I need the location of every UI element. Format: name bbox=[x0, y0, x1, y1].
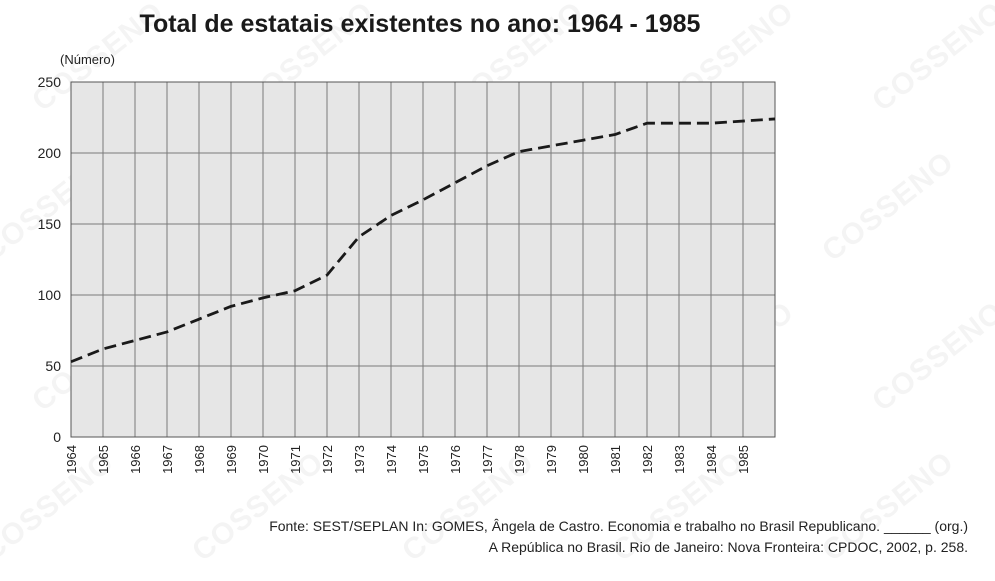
source-citation-line-2: A República no Brasil. Rio de Janeiro: N… bbox=[488, 539, 968, 555]
x-tick-label: 1980 bbox=[576, 445, 591, 474]
x-tick-label: 1972 bbox=[320, 445, 335, 474]
data-series-line bbox=[70, 117, 776, 364]
x-tick-label: 1981 bbox=[608, 445, 623, 474]
x-tick-label: 1969 bbox=[224, 445, 239, 474]
x-tick-label: 1978 bbox=[512, 445, 527, 474]
y-axis-unit-label: (Número) bbox=[60, 52, 115, 67]
source-citation-line-1: Fonte: SEST/SEPLAN In: GOMES, Ângela de … bbox=[269, 518, 968, 534]
x-tick-label: 1979 bbox=[544, 445, 559, 474]
x-tick-label: 1971 bbox=[288, 445, 303, 474]
x-tick-label: 1982 bbox=[640, 445, 655, 474]
x-tick-label: 1968 bbox=[192, 445, 207, 474]
x-tick-label: 1977 bbox=[480, 445, 495, 474]
x-tick-label: 1973 bbox=[352, 445, 367, 474]
x-tick-label: 1967 bbox=[160, 445, 175, 474]
x-tick-label: 1984 bbox=[704, 445, 719, 474]
y-tick-label: 0 bbox=[53, 429, 61, 445]
x-tick-label: 1985 bbox=[736, 445, 751, 474]
y-tick-label: 100 bbox=[38, 287, 62, 303]
y-tick-label: 200 bbox=[38, 145, 62, 161]
x-tick-label: 1966 bbox=[128, 445, 143, 474]
x-tick-label: 1975 bbox=[416, 445, 431, 474]
y-tick-label: 50 bbox=[45, 358, 61, 374]
chart-title: Total de estatais existentes no ano: 196… bbox=[139, 10, 701, 38]
x-tick-label: 1965 bbox=[96, 445, 111, 474]
y-tick-label: 150 bbox=[38, 216, 62, 232]
x-tick-label: 1970 bbox=[256, 445, 271, 474]
plot-border bbox=[70, 81, 776, 438]
x-tick-label: 1983 bbox=[672, 445, 687, 474]
x-tick-label: 1964 bbox=[64, 445, 79, 474]
y-tick-label: 250 bbox=[38, 74, 62, 90]
x-tick-label: 1976 bbox=[448, 445, 463, 474]
x-tick-label: 1974 bbox=[384, 445, 399, 474]
